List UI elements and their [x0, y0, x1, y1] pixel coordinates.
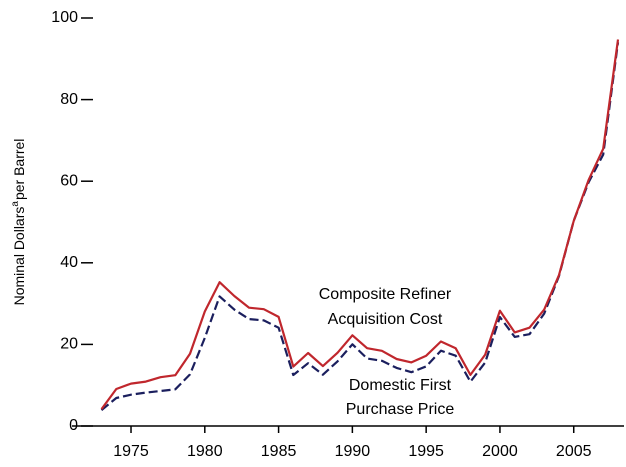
x-tick-label: 1975 [113, 443, 149, 460]
y-tick-label: 20 [60, 336, 78, 353]
annotation: Composite Refiner [319, 286, 452, 303]
y-label-sup: a [10, 201, 21, 207]
annotation: Domestic First [349, 377, 452, 394]
series-line [100, 39, 620, 410]
series-line [100, 42, 620, 411]
y-tick-label: 0 [69, 417, 78, 434]
y-label-main: Nominal Dollars [11, 207, 27, 306]
annotation: Acquisition Cost [328, 311, 443, 328]
y-tick-label: 40 [60, 254, 78, 271]
x-tick-label: 1995 [408, 443, 444, 460]
y-tick-label: 100 [51, 9, 78, 26]
x-tick-label: 1985 [261, 443, 297, 460]
y-label-rest: per Barrel [11, 139, 27, 200]
annotation: Purchase Price [346, 401, 455, 418]
x-tick-label: 2000 [482, 443, 518, 460]
x-tick-label: 1980 [187, 443, 223, 460]
x-tick-label: 1990 [335, 443, 371, 460]
x-tick-label: 2005 [556, 443, 592, 460]
y-tick-label: 80 [60, 91, 78, 108]
y-axis-label: Nominal Dollarsaper Barrel [10, 139, 27, 306]
y-tick-label: 60 [60, 172, 78, 189]
